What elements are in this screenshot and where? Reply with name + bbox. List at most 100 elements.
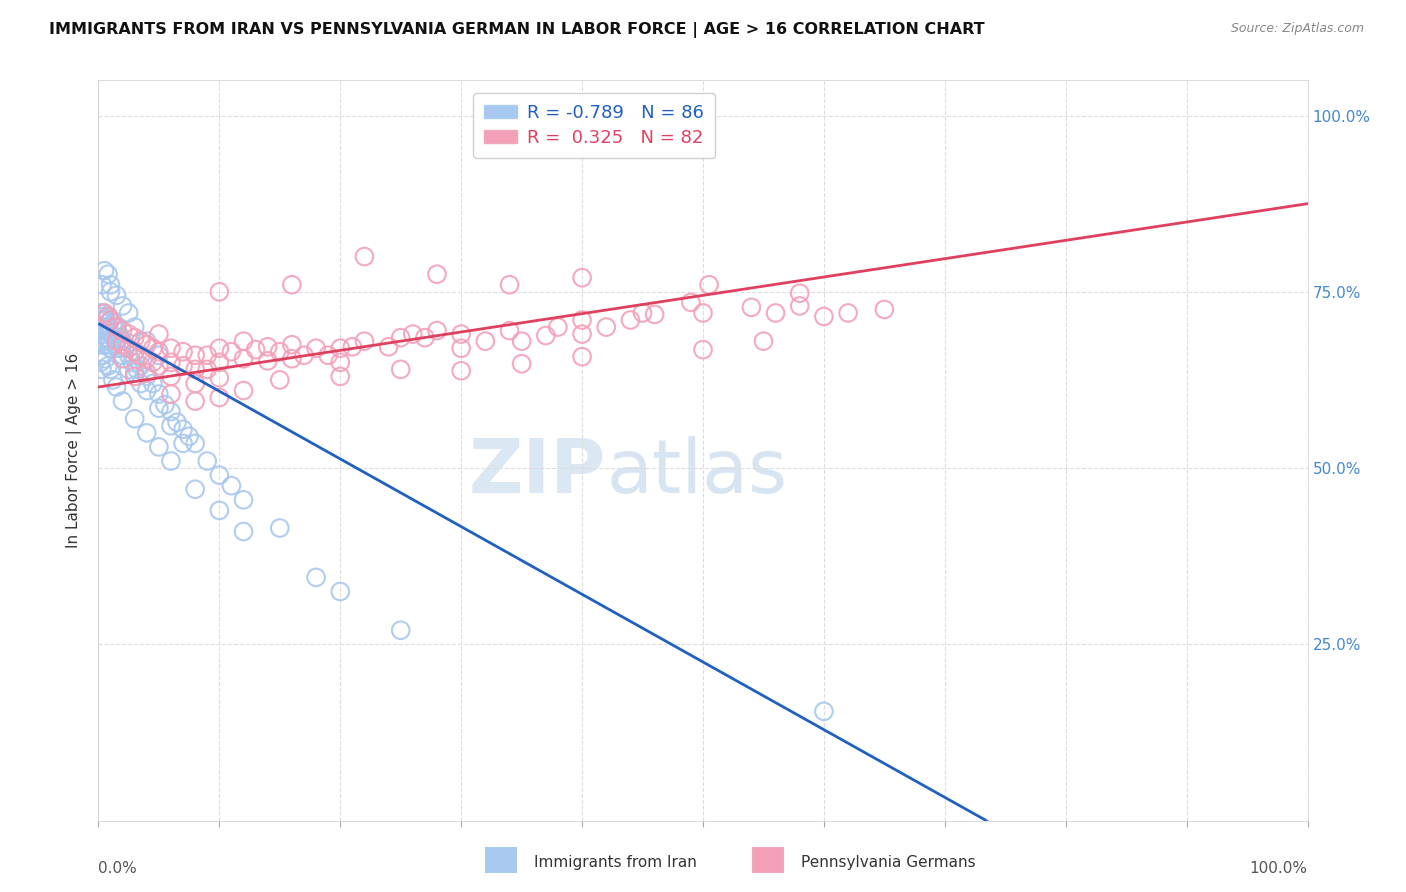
Point <box>426 267 449 281</box>
Text: ZIP: ZIP <box>470 436 606 509</box>
Point <box>208 341 231 355</box>
Point <box>172 436 194 450</box>
Point <box>90 355 112 369</box>
Point <box>135 366 157 380</box>
Point <box>89 320 111 334</box>
Point <box>160 355 183 369</box>
Point <box>91 306 114 320</box>
Point <box>148 387 170 401</box>
Point <box>208 285 231 299</box>
Point <box>135 384 157 398</box>
Point <box>619 313 641 327</box>
Point <box>474 334 496 348</box>
Point <box>135 369 157 384</box>
Point <box>208 503 231 517</box>
Point <box>789 286 811 301</box>
Point <box>450 364 472 378</box>
Point <box>160 369 183 384</box>
Point <box>184 362 207 376</box>
Point <box>91 327 114 342</box>
Point <box>135 334 157 348</box>
Point <box>91 348 114 362</box>
Point <box>184 348 207 362</box>
Point <box>97 267 120 281</box>
Legend: R = -0.789   N = 86, R =  0.325   N = 82: R = -0.789 N = 86, R = 0.325 N = 82 <box>474 93 716 158</box>
Point <box>221 344 243 359</box>
Point <box>124 411 146 425</box>
Point <box>103 320 125 334</box>
Point <box>135 337 157 351</box>
Point <box>105 324 128 338</box>
Point <box>135 425 157 440</box>
Point <box>111 299 134 313</box>
Point <box>91 313 114 327</box>
Text: Immigrants from Iran: Immigrants from Iran <box>534 855 697 870</box>
Point <box>97 310 120 324</box>
Point <box>426 324 449 338</box>
Point <box>101 373 124 387</box>
Point <box>329 355 352 369</box>
Point <box>269 344 291 359</box>
Point <box>93 324 115 338</box>
Point <box>292 348 315 362</box>
Point <box>389 624 412 638</box>
Point <box>160 405 183 419</box>
Point <box>377 340 399 354</box>
Point <box>644 307 666 321</box>
Point <box>571 270 593 285</box>
Point <box>329 584 352 599</box>
Point <box>118 362 141 376</box>
Point <box>148 344 170 359</box>
Point <box>142 376 165 391</box>
Point <box>142 355 165 369</box>
Point <box>571 313 593 327</box>
Point <box>129 376 152 391</box>
Point <box>108 341 131 355</box>
Point <box>108 331 131 345</box>
Point <box>160 387 183 401</box>
Point <box>184 482 207 496</box>
Point <box>510 334 533 348</box>
Point <box>256 340 278 354</box>
Point <box>105 341 128 355</box>
Point <box>118 341 141 355</box>
Point <box>101 331 124 345</box>
Point <box>101 317 124 331</box>
Point <box>752 334 775 348</box>
Point <box>129 359 152 373</box>
Point <box>148 440 170 454</box>
Text: Source: ZipAtlas.com: Source: ZipAtlas.com <box>1230 22 1364 36</box>
Point <box>105 288 128 302</box>
Point <box>114 341 136 355</box>
Y-axis label: In Labor Force | Age > 16: In Labor Force | Age > 16 <box>66 353 83 548</box>
Point <box>208 468 231 483</box>
Point <box>89 306 111 320</box>
Point <box>353 250 375 264</box>
Point <box>184 376 207 391</box>
Point <box>89 334 111 348</box>
Point <box>121 355 143 369</box>
Point <box>305 341 328 355</box>
Point <box>124 320 146 334</box>
Point <box>124 344 146 359</box>
Point <box>148 401 170 416</box>
Point <box>498 324 520 338</box>
Point <box>740 301 762 315</box>
Point <box>498 277 520 292</box>
Point <box>142 341 165 355</box>
Point <box>172 422 194 436</box>
Point <box>105 334 128 348</box>
Point <box>97 320 120 334</box>
Point <box>571 350 593 364</box>
Point <box>692 306 714 320</box>
Point <box>232 334 254 348</box>
Point <box>96 331 118 345</box>
Point <box>100 327 122 342</box>
Point <box>97 359 120 373</box>
Point <box>697 277 720 292</box>
Point <box>148 327 170 342</box>
Point <box>208 371 231 385</box>
Point <box>232 492 254 507</box>
Point <box>111 337 134 351</box>
Point <box>100 341 122 355</box>
